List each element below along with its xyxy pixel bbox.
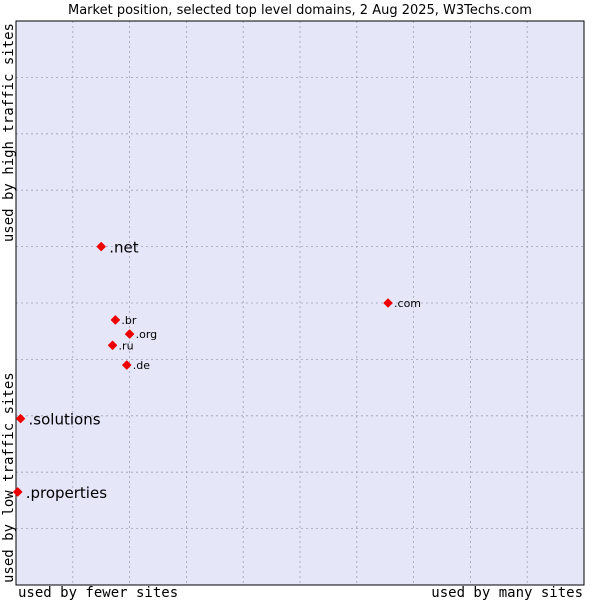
label-org: .org (136, 328, 158, 341)
x-axis-label-right: used by many sites (431, 585, 583, 600)
grid-lines (16, 21, 584, 585)
data-point-solutions: .solutions (15, 411, 101, 429)
marker-de (122, 360, 132, 370)
label-com: .com (394, 297, 421, 310)
x-axis-label-left: used by fewer sites (18, 585, 178, 600)
label-br: .br (121, 314, 136, 327)
marker-ru (107, 340, 118, 350)
y-axis-label-top: used by high traffic sites (1, 23, 17, 242)
data-point-net: .net (96, 239, 139, 257)
data-points: .net .com .br.org.ru .de .solutions .properti… (13, 239, 421, 502)
label-ru: .ru (119, 339, 134, 352)
data-point-de: .de (122, 359, 150, 372)
data-point-properties: .properties (13, 484, 107, 502)
label-net: .net (109, 239, 139, 257)
data-point-com: .com (383, 297, 421, 310)
data-point-ru: .ru (107, 339, 134, 352)
chart-title: Market position, selected top level doma… (68, 3, 532, 18)
marker-com (383, 298, 393, 308)
data-point-org: .org (124, 328, 158, 341)
data-point-br: .br (110, 314, 137, 327)
marker-org (124, 329, 135, 339)
y-axis-label-bottom: used by low traffic sites (1, 372, 17, 583)
marker-solutions (15, 414, 26, 424)
marker-br (110, 315, 121, 325)
plot-frame (15, 20, 585, 586)
label-solutions: .solutions (29, 411, 101, 429)
marker-net (96, 242, 106, 252)
label-properties: .properties (26, 484, 107, 502)
marker-properties (13, 487, 23, 497)
label-de: .de (133, 359, 150, 372)
